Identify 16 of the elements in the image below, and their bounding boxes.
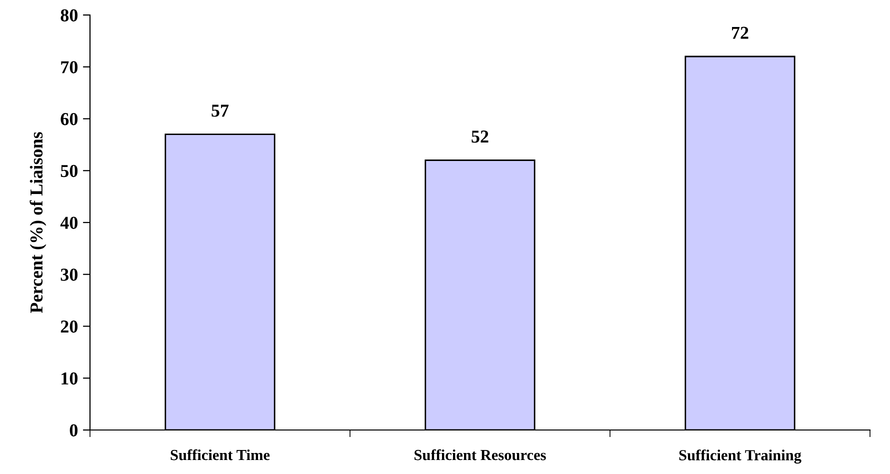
y-tick-label: 60 [60, 113, 78, 126]
y-tick-label: 40 [60, 216, 78, 229]
data-label: 72 [732, 26, 748, 39]
x-tick-label: Sufficient Time [170, 449, 270, 460]
y-tick-label: 10 [62, 372, 78, 385]
y-tick-label: 30 [60, 268, 78, 281]
y-tick-label: 0 [70, 424, 78, 436]
y-tick-label: 20 [60, 320, 78, 333]
data-label: 57 [212, 104, 229, 117]
y-tick-label: 70 [61, 61, 78, 74]
y-axis-title: Percent (%) of Liaisons [30, 132, 46, 314]
y-tick-label: 80 [60, 9, 78, 22]
y-tick-label: 50 [60, 164, 78, 178]
data-label: 52 [472, 130, 488, 143]
x-tick-label: Sufficient Training [679, 449, 802, 464]
x-tick-label: Sufficient Resources [414, 449, 546, 460]
